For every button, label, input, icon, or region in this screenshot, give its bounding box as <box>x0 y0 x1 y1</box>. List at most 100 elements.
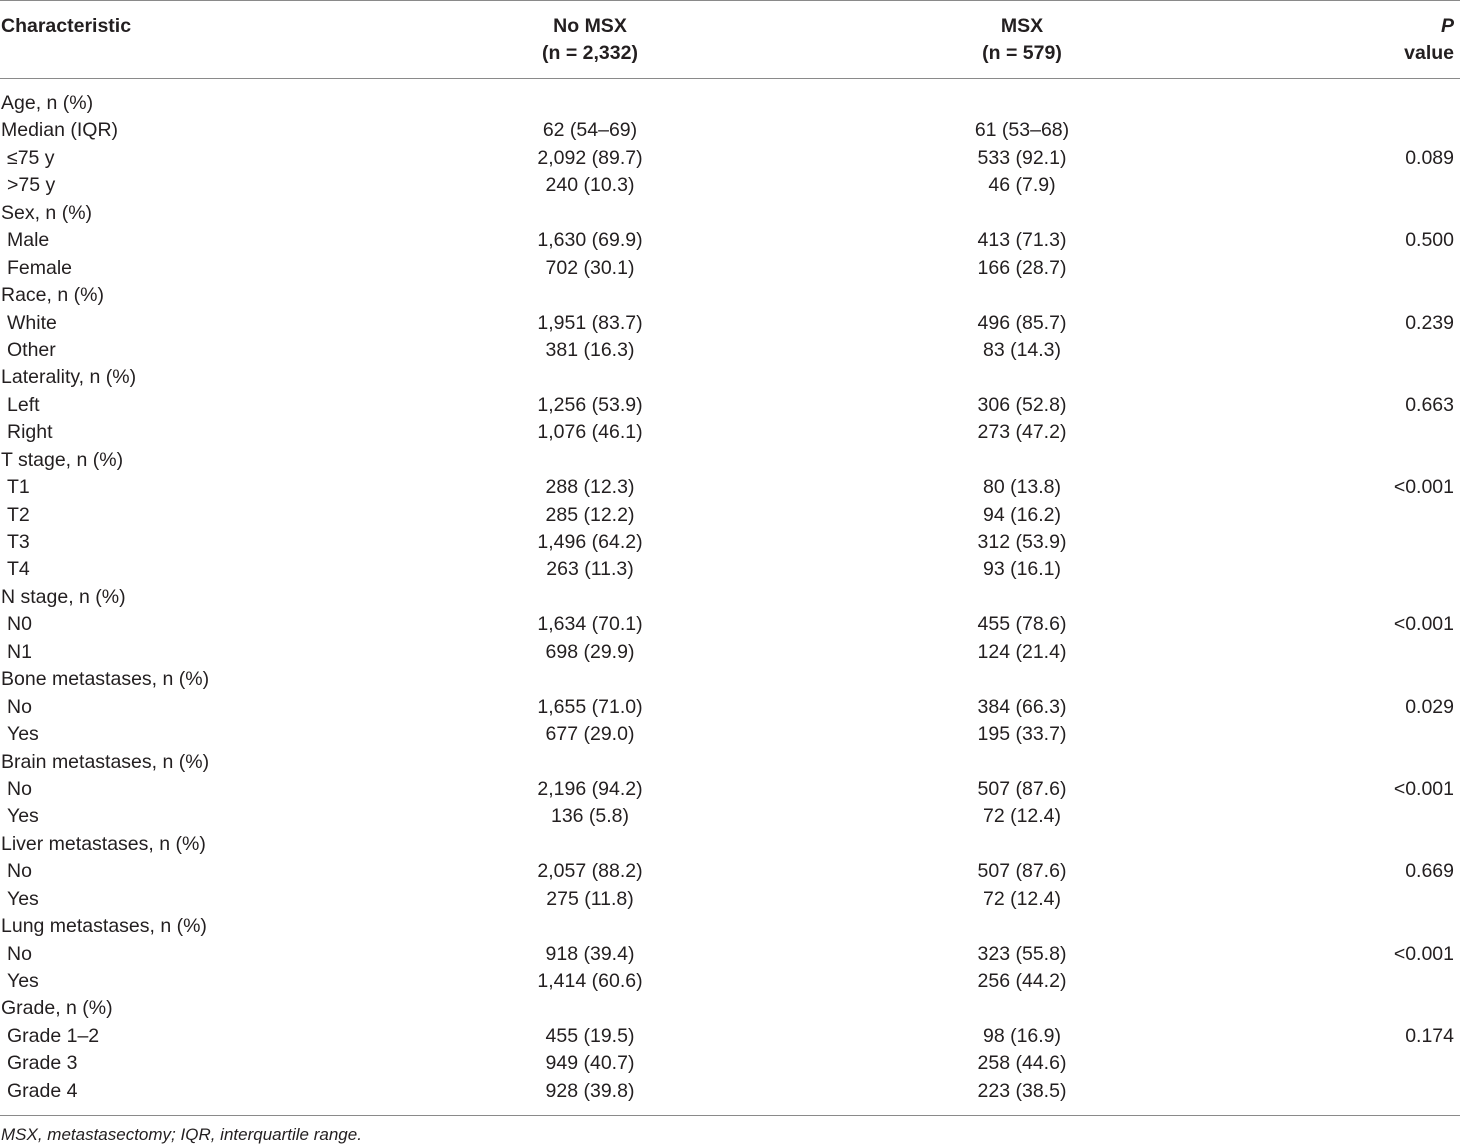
header-msx-title: MSX <box>1000 15 1044 37</box>
table-row: Left 1,256 (53.9) 306 (52.8) 0.663 <box>0 392 1460 419</box>
row-label: Other <box>7 338 56 361</box>
table-row: No 1,655 (71.0) 384 (66.3) 0.029 <box>0 694 1460 721</box>
row-p-value: 0.089 <box>1405 146 1454 169</box>
row-msx-value: 455 (78.6) <box>977 613 1067 636</box>
row-label: N1 <box>7 640 32 663</box>
row-msx-value: 61 (53–68) <box>974 119 1070 142</box>
table-row: Yes 275 (11.8) 72 (12.4) <box>0 886 1460 913</box>
row-label: Sex, n (%) <box>1 201 93 224</box>
row-msx-value: 507 (87.6) <box>977 860 1067 883</box>
table-row: Other 381 (16.3) 83 (14.3) <box>0 337 1460 364</box>
row-no-msx-value: 949 (40.7) <box>545 1052 635 1075</box>
row-msx-value: 124 (21.4) <box>977 640 1067 663</box>
row-label: T3 <box>7 531 30 553</box>
table-row: No 918 (39.4) 323 (55.8) <0.001 <box>0 941 1460 968</box>
row-msx-value: 46 (7.9) <box>988 174 1056 197</box>
table-top-rule <box>0 0 1460 1</box>
table-row: Grade, n (%) <box>0 995 1460 1022</box>
header-no-msx-title: No MSX <box>553 15 627 37</box>
row-p-value: <0.001 <box>1393 942 1454 965</box>
header-p-label: value <box>1404 42 1454 64</box>
row-no-msx-value: 381 (16.3) <box>545 338 635 361</box>
table-row: Yes 136 (5.8) 72 (12.4) <box>0 803 1460 830</box>
row-msx-value: 413 (71.3) <box>977 229 1067 252</box>
row-label: T stage, n (%) <box>1 448 124 471</box>
header-no-msx: No MSX (n = 2,332) <box>450 13 730 67</box>
row-msx-value: 256 (44.2) <box>977 970 1067 992</box>
row-label: T2 <box>7 503 30 526</box>
row-no-msx-value: 677 (29.0) <box>545 723 635 746</box>
row-label: No <box>7 777 32 800</box>
row-msx-value: 83 (14.3) <box>982 338 1062 361</box>
table-row: N0 1,634 (70.1) 455 (78.6) <0.001 <box>0 611 1460 638</box>
row-no-msx-value: 698 (29.9) <box>545 640 635 663</box>
row-label: Yes <box>7 887 39 910</box>
row-p-value: <0.001 <box>1393 777 1454 800</box>
row-no-msx-value: 2,092 (89.7) <box>537 146 643 169</box>
row-no-msx-value: 136 (5.8) <box>550 805 630 828</box>
row-label: T1 <box>7 476 30 499</box>
row-p-value: <0.001 <box>1393 476 1454 499</box>
row-msx-value: 166 (28.7) <box>977 256 1067 279</box>
table-row: No 2,196 (94.2) 507 (87.6) <0.001 <box>0 776 1460 803</box>
row-no-msx-value: 275 (11.8) <box>546 887 634 910</box>
row-label: Yes <box>7 805 39 828</box>
table-row: Grade 3 949 (40.7) 258 (44.6) <box>0 1050 1460 1077</box>
row-p-value: 0.500 <box>1405 229 1454 252</box>
row-label: Yes <box>7 970 39 992</box>
table-row: ≤75 y 2,092 (89.7) 533 (92.1) 0.089 <box>0 145 1460 172</box>
table-row: >75 y 240 (10.3) 46 (7.9) <box>0 172 1460 199</box>
row-no-msx-value: 285 (12.2) <box>545 503 635 526</box>
table-row: Bone metastases, n (%) <box>0 666 1460 693</box>
row-label: ≤75 y <box>7 146 55 169</box>
row-no-msx-value: 1,414 (60.6) <box>537 970 643 992</box>
table-footnote: MSX, metastasectomy; IQR, interquartile … <box>1 1125 362 1144</box>
row-p-value: 0.239 <box>1405 311 1454 334</box>
row-label: Brain metastases, n (%) <box>1 750 210 773</box>
header-characteristic: Characteristic <box>1 15 132 37</box>
row-no-msx-value: 2,057 (88.2) <box>537 860 643 883</box>
row-no-msx-value: 1,630 (69.9) <box>537 229 643 252</box>
table-row: T1 288 (12.3) 80 (13.8) <0.001 <box>0 474 1460 501</box>
table-row: Laterality, n (%) <box>0 364 1460 391</box>
row-no-msx-value: 918 (39.4) <box>545 942 635 965</box>
row-msx-value: 94 (16.2) <box>982 503 1062 526</box>
table-row: T4 263 (11.3) 93 (16.1) <box>0 556 1460 583</box>
row-label: Grade 4 <box>7 1079 78 1102</box>
row-msx-value: 312 (53.9) <box>977 531 1067 553</box>
row-no-msx-value: 1,496 (64.2) <box>537 531 643 553</box>
table-row: White 1,951 (83.7) 496 (85.7) 0.239 <box>0 310 1460 337</box>
table-header: Characteristic No MSX (n = 2,332) MSX (n… <box>0 0 1460 78</box>
row-no-msx-value: 263 (11.3) <box>546 558 634 581</box>
table-row: T3 1,496 (64.2) 312 (53.9) <box>0 529 1460 556</box>
row-label: White <box>7 311 57 334</box>
table-row: N stage, n (%) <box>0 584 1460 611</box>
row-msx-value: 72 (12.4) <box>982 805 1062 828</box>
table-row: Grade 1–2 455 (19.5) 98 (16.9) 0.174 <box>0 1023 1460 1050</box>
row-no-msx-value: 288 (12.3) <box>545 476 635 499</box>
header-p-value: P value <box>1404 13 1454 67</box>
row-p-value: 0.174 <box>1405 1024 1454 1047</box>
row-label: No <box>7 942 32 965</box>
row-label: Left <box>7 393 40 416</box>
row-no-msx-value: 1,634 (70.1) <box>537 613 643 636</box>
row-label: Grade, n (%) <box>1 997 113 1020</box>
table-row: Lung metastases, n (%) <box>0 913 1460 940</box>
table-row: Male 1,630 (69.9) 413 (71.3) 0.500 <box>0 227 1460 254</box>
row-msx-value: 306 (52.8) <box>977 393 1067 416</box>
header-msx-count: (n = 579) <box>982 42 1062 64</box>
table-row: Yes 1,414 (60.6) 256 (44.2) <box>0 968 1460 995</box>
row-label: Grade 3 <box>7 1052 78 1075</box>
table-row: T stage, n (%) <box>0 447 1460 474</box>
table-row: N1 698 (29.9) 124 (21.4) <box>0 639 1460 666</box>
row-label: No <box>7 860 32 883</box>
row-label: Yes <box>7 723 39 746</box>
table-row: Liver metastases, n (%) <box>0 831 1460 858</box>
row-label: Laterality, n (%) <box>1 366 137 389</box>
row-no-msx-value: 240 (10.3) <box>545 174 635 197</box>
table-bottom-rule <box>0 1115 1460 1116</box>
row-msx-value: 533 (92.1) <box>977 146 1067 169</box>
row-label: Median (IQR) <box>1 119 119 142</box>
table-row: Female 702 (30.1) 166 (28.7) <box>0 255 1460 282</box>
row-label: N stage, n (%) <box>1 585 126 608</box>
